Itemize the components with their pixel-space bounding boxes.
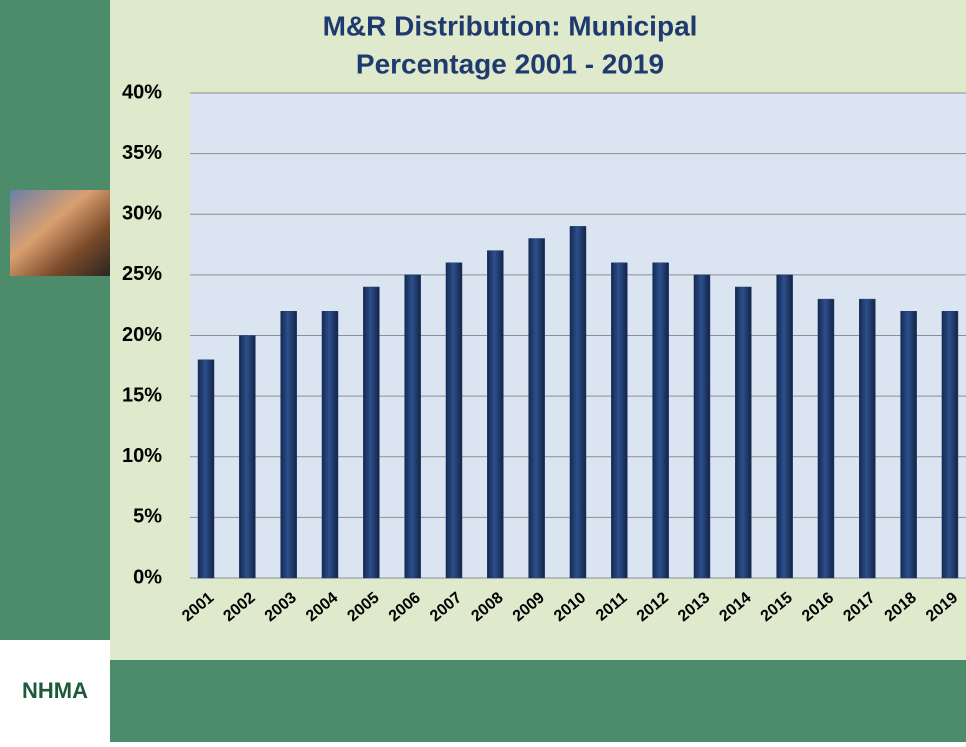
bar <box>239 335 256 579</box>
bar <box>817 298 835 579</box>
bottom-band <box>110 660 966 742</box>
bar <box>776 274 793 579</box>
bar <box>363 286 380 579</box>
bar <box>445 262 463 579</box>
y-tick-label: 15% <box>122 384 162 406</box>
bar <box>280 311 297 579</box>
sidebar <box>0 0 110 742</box>
y-tick-label: 30% <box>122 203 162 225</box>
chart-title: M&R Distribution: Municipal <box>323 10 698 41</box>
y-tick-label: 25% <box>122 263 162 285</box>
chart-title: Percentage 2001 - 2019 <box>356 48 664 79</box>
photo <box>10 190 110 276</box>
logo-box <box>0 640 110 742</box>
y-tick-label: 10% <box>122 445 162 467</box>
bar <box>900 311 917 579</box>
bar <box>859 298 876 579</box>
bar <box>569 226 587 579</box>
bar <box>528 238 545 579</box>
y-tick-label: 5% <box>133 506 162 528</box>
bar <box>652 262 669 579</box>
logo-text: NHMA <box>22 678 88 703</box>
bar <box>693 274 711 579</box>
bar <box>321 311 339 579</box>
y-tick-label: 40% <box>122 81 162 103</box>
bar <box>487 250 504 579</box>
y-tick-label: 20% <box>122 324 162 346</box>
bar <box>197 359 215 579</box>
bar <box>941 311 959 579</box>
y-tick-label: 35% <box>122 142 162 164</box>
bar <box>611 262 628 579</box>
y-tick-label: 0% <box>133 566 162 588</box>
bar <box>404 274 421 579</box>
bar <box>735 286 752 579</box>
